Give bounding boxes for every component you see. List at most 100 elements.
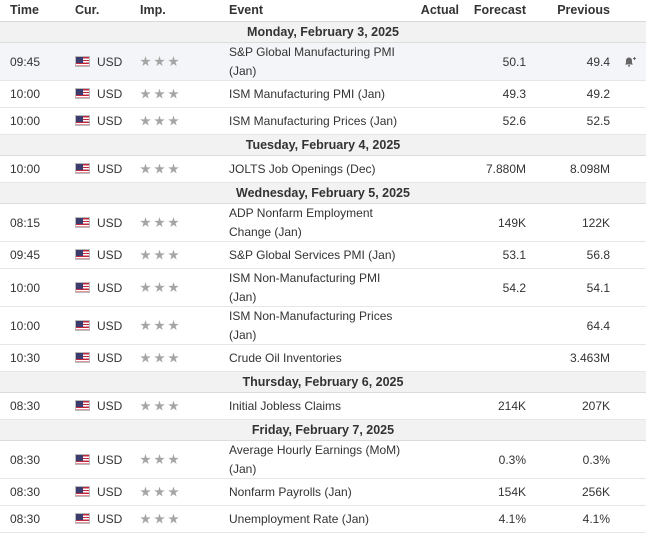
star-icon	[140, 56, 151, 67]
event-row[interactable]: 10:00 USD ISM Non-Manufacturing Prices (Jan…	[0, 307, 646, 345]
star-icon	[168, 249, 179, 260]
event-currency: USD	[97, 215, 123, 230]
event-actual	[410, 307, 459, 344]
importance-stars	[140, 81, 179, 107]
event-currency: USD	[97, 512, 123, 526]
star-icon	[154, 115, 165, 126]
event-name[interactable]: Crude Oil Inventories	[229, 345, 409, 371]
event-currency: USD	[97, 280, 123, 295]
event-currency: USD	[97, 248, 123, 262]
star-icon	[168, 352, 179, 363]
event-actual	[410, 242, 459, 268]
event-name-line2[interactable]: (Jan)	[229, 289, 257, 304]
event-row[interactable]: 10:00 USD JOLTS Job Openings (Dec) 7.880M 8.…	[0, 156, 646, 183]
event-name-line1[interactable]: Unemployment Rate (Jan)	[229, 511, 370, 526]
us-flag-icon	[75, 88, 90, 99]
bell-alert-icon[interactable]	[624, 43, 637, 80]
star-icon	[168, 513, 179, 524]
star-icon	[154, 282, 165, 293]
event-name-line1[interactable]: Initial Jobless Claims	[229, 398, 342, 413]
event-time: 10:00	[10, 318, 41, 333]
event-name-line1[interactable]: ADP Nonfarm Employment	[229, 205, 373, 220]
event-row[interactable]: 08:30 USD Unemployment Rate (Jan) 4.1% 4.1%	[0, 506, 646, 533]
event-forecast: 49.3	[502, 87, 526, 101]
event-name[interactable]: Initial Jobless Claims	[229, 393, 409, 419]
header-previous[interactable]: Previous	[557, 3, 610, 17]
event-row[interactable]: 08:30 USD Average Hourly Earnings (MoM) (Ja…	[0, 441, 646, 479]
header-time[interactable]: Time	[10, 3, 39, 17]
economic-calendar: Time Cur. Imp. Event Actual Forecast Pre…	[0, 3, 646, 533]
star-icon	[140, 400, 151, 411]
header-currency[interactable]: Cur.	[75, 3, 100, 17]
event-name[interactable]: S&P Global Manufacturing PMI (Jan)	[229, 43, 409, 80]
header-event[interactable]: Event	[229, 3, 264, 17]
event-name-line2[interactable]: Change (Jan)	[229, 224, 302, 239]
us-flag-icon	[75, 453, 90, 465]
event-name-line1[interactable]: Nonfarm Payrolls (Jan)	[229, 484, 352, 499]
event-name-line1[interactable]: ISM Manufacturing Prices (Jan)	[229, 113, 398, 128]
event-actual	[410, 506, 459, 532]
event-name-line1[interactable]: Crude Oil Inventories	[229, 350, 342, 365]
event-name-line1[interactable]: ISM Non-Manufacturing Prices	[229, 308, 393, 323]
star-icon	[140, 249, 151, 260]
event-currency: USD	[97, 485, 123, 499]
star-icon	[154, 513, 165, 524]
event-name[interactable]: ISM Non-Manufacturing Prices (Jan)	[229, 307, 409, 344]
importance-stars	[140, 242, 179, 268]
event-forecast: 52.6	[502, 114, 526, 128]
importance-stars	[140, 393, 179, 419]
event-row[interactable]: 09:45 USD S&P Global Services PMI (Jan) 53.…	[0, 242, 646, 269]
event-row[interactable]: 08:30 USD Initial Jobless Claims 214K 207K	[0, 393, 646, 420]
day-header: Friday, February 7, 2025	[0, 420, 646, 441]
calendar-body: Monday, February 3, 2025 09:45 USD S&P Glob…	[0, 22, 646, 533]
event-name[interactable]: Unemployment Rate (Jan)	[229, 506, 409, 532]
header-importance[interactable]: Imp.	[140, 3, 166, 17]
event-name[interactable]: ISM Manufacturing Prices (Jan)	[229, 108, 409, 134]
event-name[interactable]: ISM Non-Manufacturing PMI (Jan)	[229, 269, 409, 306]
star-icon	[168, 320, 179, 331]
us-flag-icon	[75, 352, 90, 363]
star-icon	[140, 115, 151, 126]
event-name-line2[interactable]: (Jan)	[229, 327, 257, 342]
event-name-line1[interactable]: S&P Global Manufacturing PMI	[229, 44, 395, 59]
event-row[interactable]: 10:00 USD ISM Manufacturing Prices (Jan) 52…	[0, 108, 646, 135]
event-row[interactable]: 08:30 USD Nonfarm Payrolls (Jan) 154K 256K	[0, 479, 646, 506]
event-name-line1[interactable]: S&P Global Services PMI (Jan)	[229, 247, 396, 262]
header-actual[interactable]: Actual	[420, 3, 459, 17]
header-forecast[interactable]: Forecast	[473, 3, 526, 17]
event-currency: USD	[97, 399, 123, 413]
event-row[interactable]: 10:30 USD Crude Oil Inventories 3.463M	[0, 345, 646, 372]
event-time: 09:45	[10, 54, 41, 69]
event-currency: USD	[97, 87, 123, 101]
event-actual	[410, 269, 459, 306]
importance-stars	[140, 204, 179, 241]
event-name-line1[interactable]: ISM Manufacturing PMI (Jan)	[229, 86, 386, 101]
event-row[interactable]: 09:45 USD S&P Global Manufacturing PMI (Jan…	[0, 43, 646, 81]
event-actual	[410, 81, 459, 107]
event-name-line1[interactable]: JOLTS Job Openings (Dec)	[229, 161, 376, 176]
importance-stars	[140, 269, 179, 306]
us-flag-icon	[75, 513, 90, 524]
event-name-line2[interactable]: (Jan)	[229, 63, 257, 78]
event-time: 08:30	[10, 399, 41, 413]
day-header: Tuesday, February 4, 2025	[0, 135, 646, 156]
us-flag-icon	[75, 319, 90, 331]
importance-stars	[140, 506, 179, 532]
event-currency: USD	[97, 162, 123, 176]
event-row[interactable]: 10:00 USD ISM Manufacturing PMI (Jan) 49.3 4…	[0, 81, 646, 108]
event-name[interactable]: ISM Manufacturing PMI (Jan)	[229, 81, 409, 107]
event-name[interactable]: ADP Nonfarm Employment Change (Jan)	[229, 204, 409, 241]
us-flag-icon	[75, 216, 90, 228]
event-actual	[410, 393, 459, 419]
event-name[interactable]: JOLTS Job Openings (Dec)	[229, 156, 409, 182]
event-name[interactable]: Average Hourly Earnings (MoM) (Jan)	[229, 441, 409, 478]
event-name[interactable]: S&P Global Services PMI (Jan)	[229, 242, 409, 268]
event-name-line1[interactable]: ISM Non-Manufacturing PMI	[229, 270, 381, 285]
event-row[interactable]: 10:00 USD ISM Non-Manufacturing PMI (Jan) 54…	[0, 269, 646, 307]
star-icon	[154, 454, 165, 465]
event-name[interactable]: Nonfarm Payrolls (Jan)	[229, 479, 409, 505]
event-name-line2[interactable]: (Jan)	[229, 461, 257, 476]
event-row[interactable]: 08:15 USD ADP Nonfarm Employment Change (Ja…	[0, 204, 646, 242]
event-name-line1[interactable]: Average Hourly Earnings (MoM)	[229, 442, 401, 457]
event-actual	[410, 441, 459, 478]
